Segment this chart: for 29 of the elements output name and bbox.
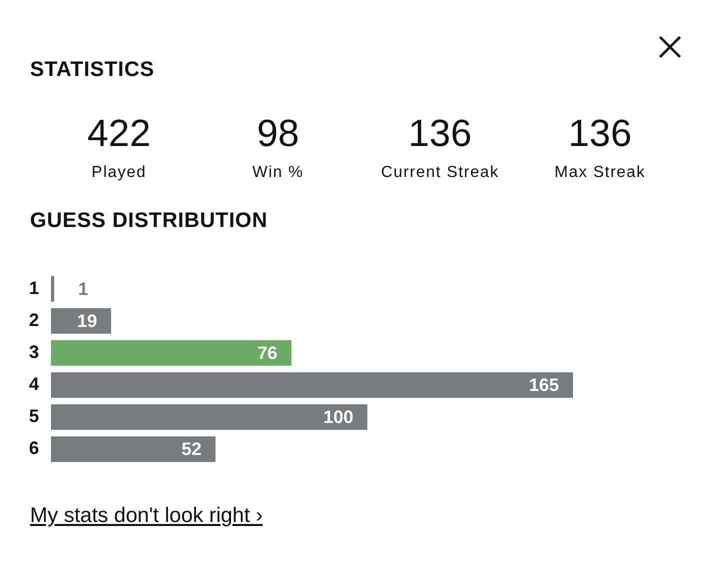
bar: [51, 276, 54, 302]
y-tick-label: 3: [28, 342, 39, 362]
y-tick-label: 1: [28, 278, 39, 298]
data-label: 52: [181, 439, 202, 460]
bar: [51, 308, 112, 334]
bar: [51, 340, 292, 366]
text: 98: [256, 112, 300, 156]
data-label: 19: [77, 310, 98, 331]
y-tick-label: 5: [28, 406, 39, 426]
text: 136: [407, 112, 473, 156]
y-tick-label: 2: [28, 310, 39, 330]
data-label: 165: [528, 375, 559, 395]
text: Win %: [251, 164, 305, 182]
data-label: 100: [323, 407, 354, 428]
text: Current Streak: [380, 164, 500, 182]
text: My stats don't look right ›: [30, 504, 263, 528]
data-label: 1: [78, 278, 88, 299]
text: 136: [567, 112, 633, 156]
text: Played: [90, 164, 148, 182]
bar: [51, 404, 368, 430]
text: STATISTICS: [30, 58, 154, 82]
data-label: 76: [257, 342, 278, 363]
bar: [51, 372, 573, 398]
text: 422: [86, 112, 152, 156]
bar: [51, 436, 216, 462]
chart-title: GUESS DISTRIBUTION: [30, 209, 268, 233]
y-tick-label: 4: [28, 374, 39, 394]
y-tick-label: 6: [28, 438, 39, 458]
text: Max Streak: [554, 164, 646, 182]
